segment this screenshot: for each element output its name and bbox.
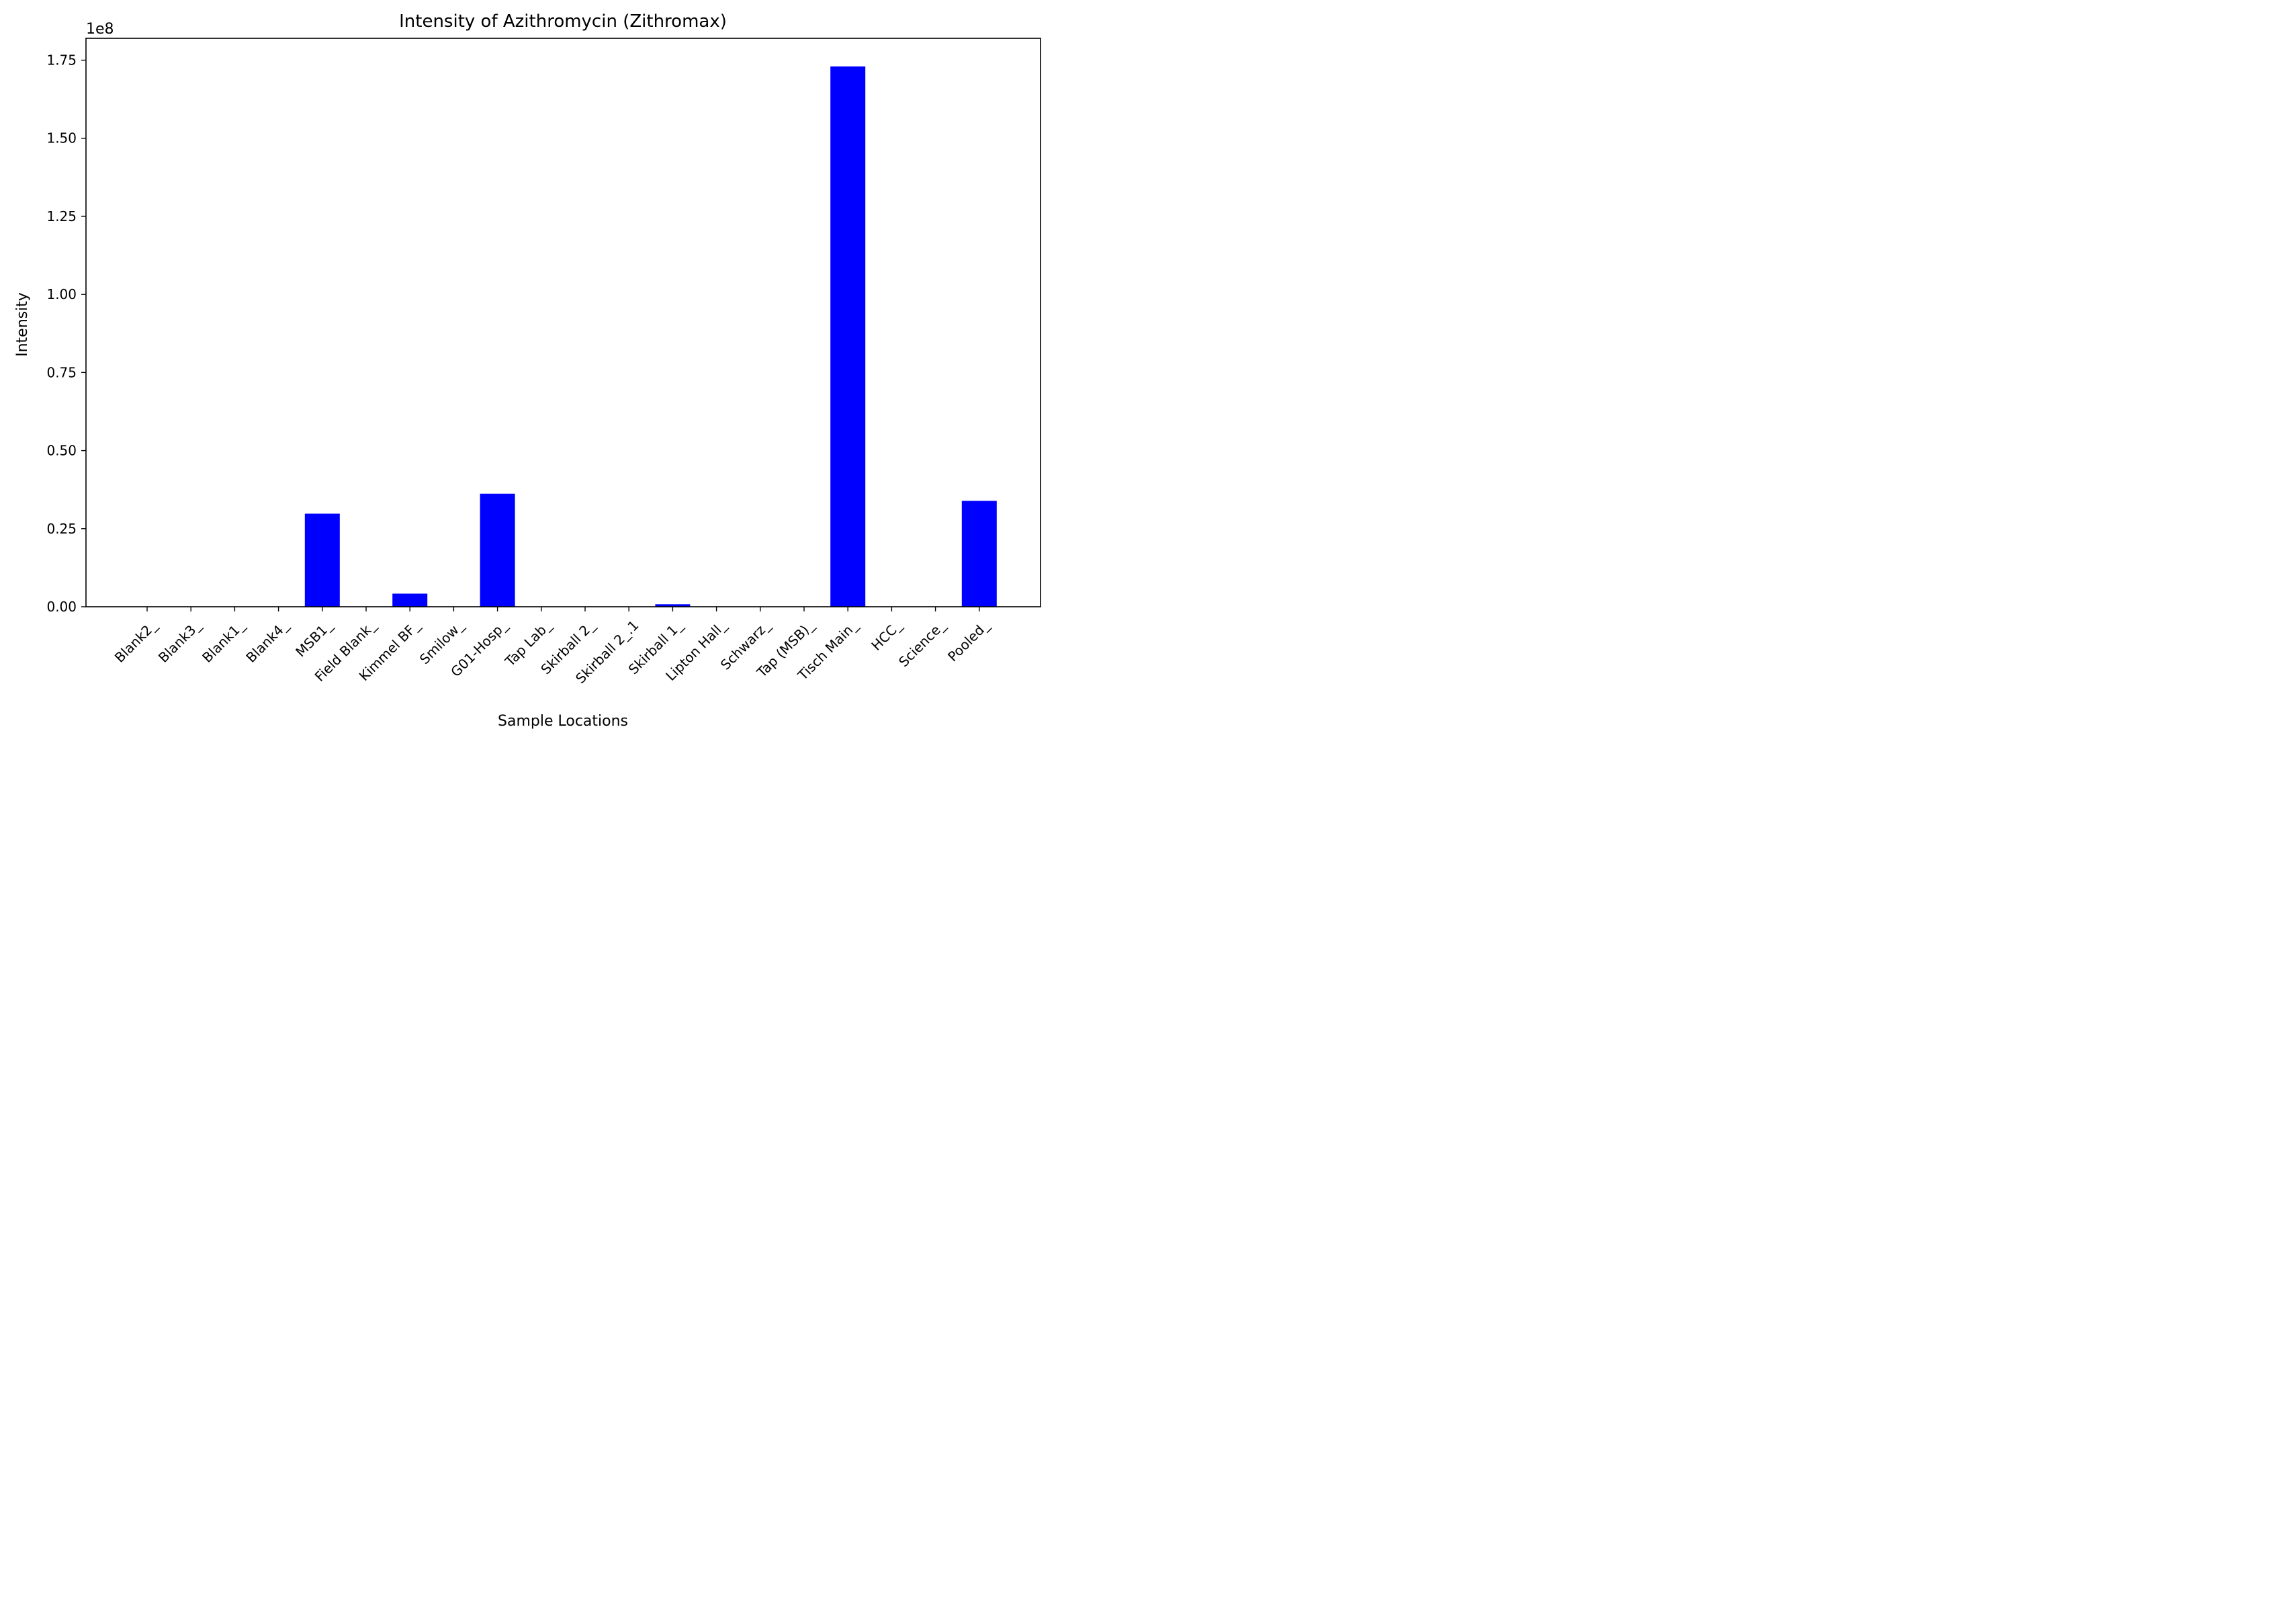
x-tick-label-18: Science_ [895,617,949,671]
y-tick-label-2: 0.50 [46,443,77,459]
y-axis-label: Intensity [14,292,31,357]
y-axis-offset-label: 1e8 [86,21,114,38]
bar-4 [304,513,340,607]
y-tick-label-6: 1.50 [46,130,77,146]
y-axis-ticks: 0.00 0.25 0.50 0.75 1.00 1.25 1.50 1.75 [46,52,86,615]
x-tick-label-2: Blank1_ [199,617,248,666]
chart-title: Intensity of Azithromycin (Zithromax) [399,11,727,32]
x-axis-label: Sample Locations [498,713,628,730]
y-tick-label-1: 0.25 [46,521,77,537]
x-tick-label-1: Blank3_ [155,617,204,666]
x-tick-label-17: HCC_ [868,617,905,654]
x-tick-label-3: Blank4_ [242,617,292,666]
bar-12 [655,604,691,607]
bar-19 [961,501,997,607]
bar-chart: Intensity of Azithromycin (Zithromax) 1e… [14,11,1041,730]
x-tick-label-19: Pooled_ [944,617,993,665]
bars-group [304,66,997,607]
bar-16 [830,66,866,607]
plot-frame [85,38,1041,607]
x-tick-label-4: MSB1_ [292,617,336,661]
bar-8 [480,493,515,607]
y-tick-label-5: 1.25 [46,208,77,224]
bar-6 [392,593,428,607]
x-tick-label-0: Blank2_ [112,617,161,666]
y-tick-label-7: 1.75 [46,52,77,69]
y-tick-label-3: 0.75 [46,364,77,380]
x-axis-ticks: Blank2_Blank3_Blank1_Blank4_ MSB1_Field B… [112,607,993,687]
y-tick-label-0: 0.00 [46,599,77,615]
y-tick-label-4: 1.00 [46,286,77,302]
